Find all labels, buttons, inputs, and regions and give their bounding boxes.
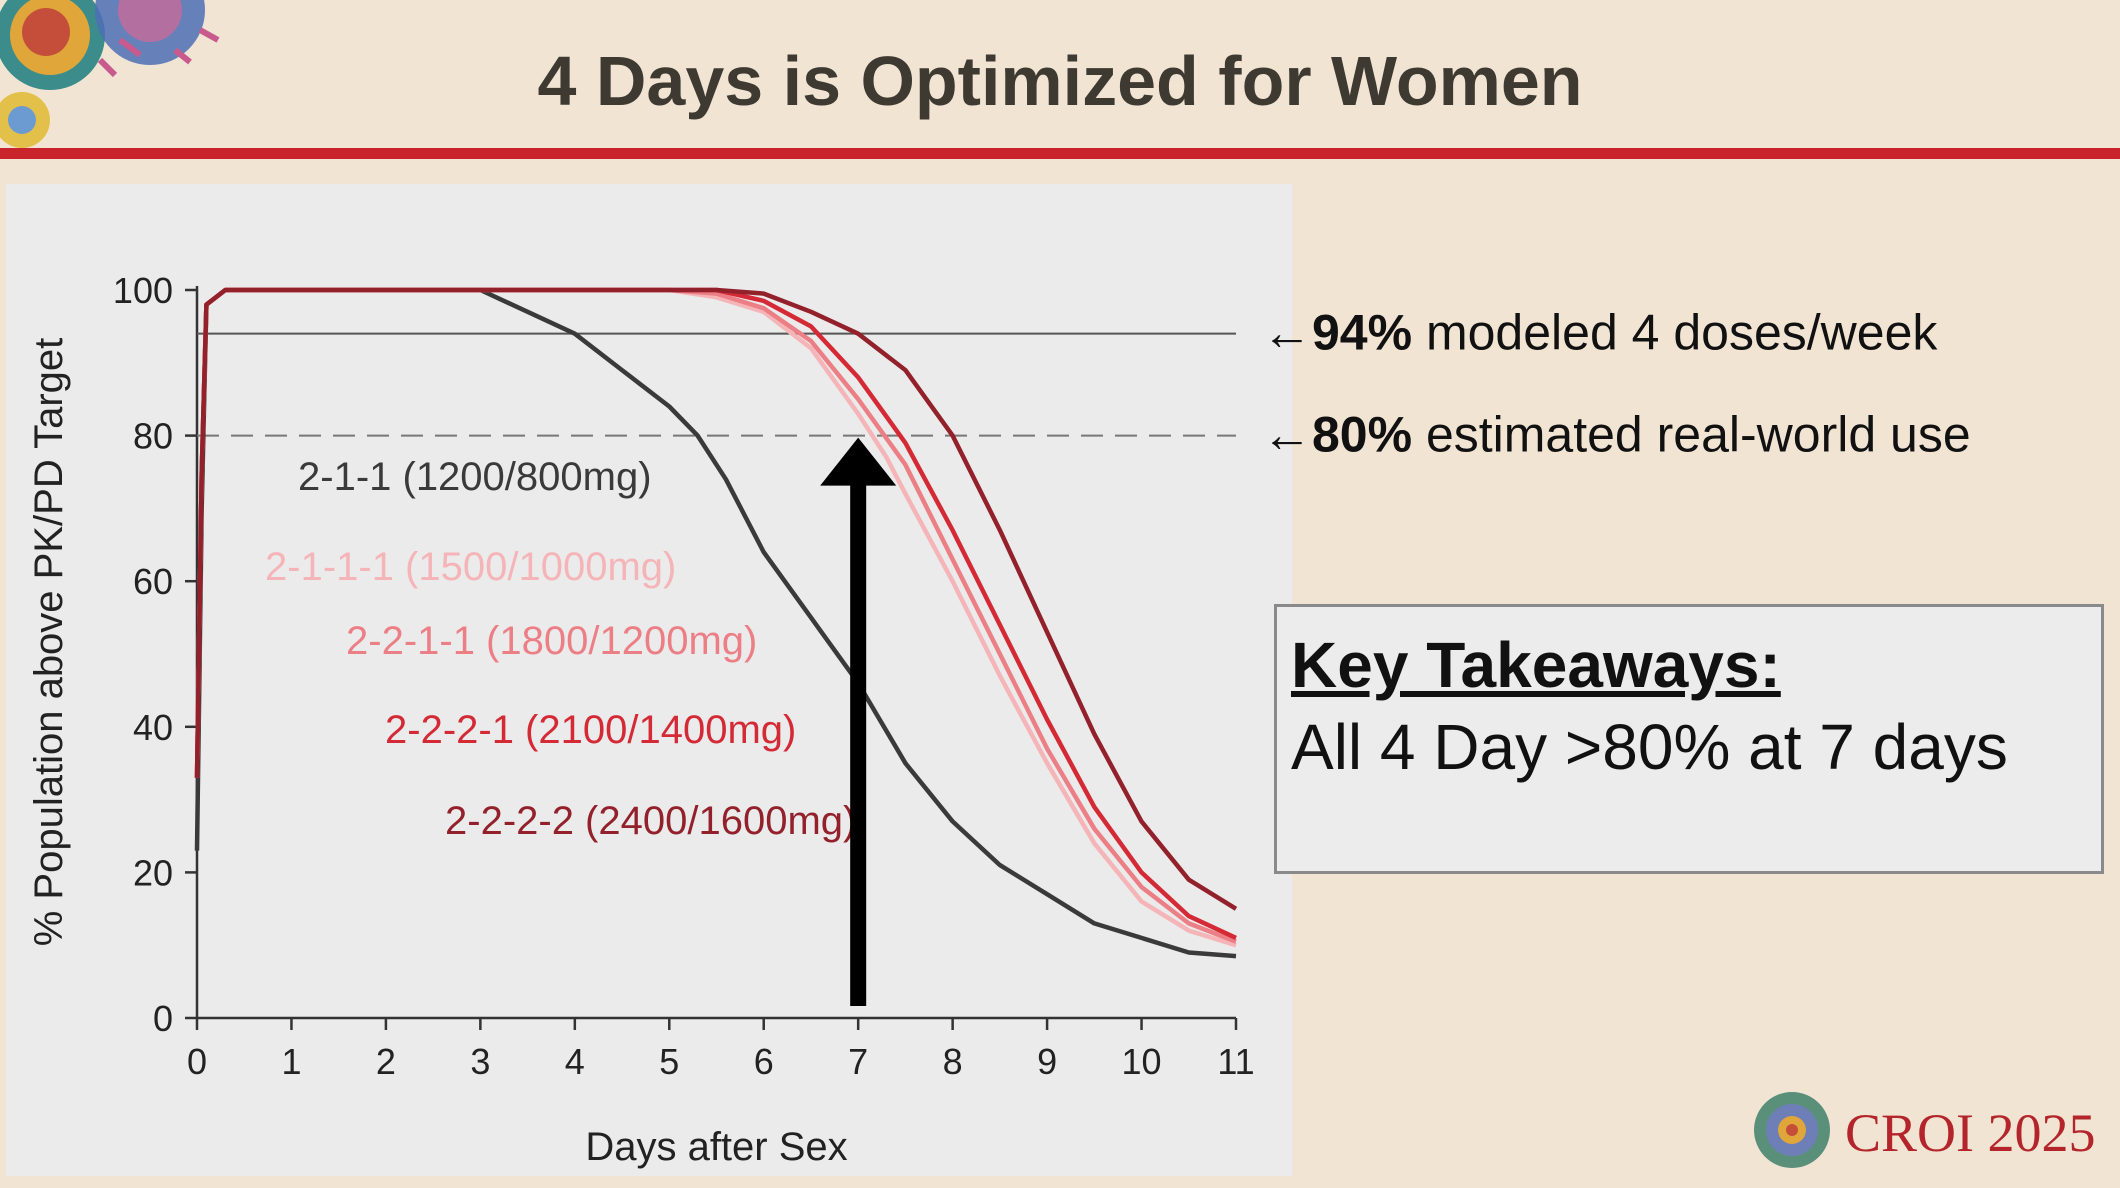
x-axis-label: Days after Sex: [585, 1125, 847, 1169]
y-tick-label: 100: [113, 270, 173, 311]
annotation-arrow: [820, 437, 897, 1007]
title-divider: [0, 148, 2120, 159]
x-tick-label: 5: [659, 1041, 679, 1082]
series-line-5: [194, 287, 1238, 911]
x-tick-label: 4: [565, 1041, 585, 1082]
chart-panel: [6, 184, 1292, 1176]
reference-labels: ←94% modeled 4 doses/week←80% estimated …: [1262, 305, 1971, 463]
series-label-5: 2-2-2-2 (2400/1600mg): [445, 799, 856, 843]
arrow-head-icon: [820, 437, 897, 486]
y-tick-label: 0: [153, 998, 173, 1039]
conference-name: CROI 2025: [1845, 1103, 2096, 1163]
x-tick-label: 9: [1037, 1041, 1057, 1082]
x-tick-label: 8: [943, 1041, 963, 1082]
reference-label: ←80% estimated real-world use: [1262, 407, 1971, 463]
x-tick-label: 3: [470, 1041, 490, 1082]
arrow-shaft: [850, 479, 867, 1007]
series-label-1: 2-1-1 (1200/800mg): [298, 455, 652, 499]
slide-title: 4 Days is Optimized for Women: [537, 42, 1583, 120]
key-takeaways-heading: Key Takeaways:: [1291, 629, 1781, 701]
y-tick-label: 80: [133, 416, 173, 457]
key-takeaways-box: Key Takeaways: All 4 Day >80% at 7 days: [1274, 604, 2104, 874]
reference-text: estimated real-world use: [1412, 407, 1971, 463]
reference-label: ←94% modeled 4 doses/week: [1262, 305, 1938, 361]
series-label-2: 2-1-1-1 (1500/1000mg): [265, 545, 676, 589]
y-axis-label: % Population above PK/PD Target: [27, 338, 71, 947]
reference-lines: [197, 332, 1236, 437]
series-label-4: 2-2-2-1 (2100/1400mg): [385, 708, 796, 752]
x-tick-label: 6: [754, 1041, 774, 1082]
x-tick-label: 2: [376, 1041, 396, 1082]
y-tick-label: 20: [133, 852, 173, 893]
virus-logo-icon: [0, 0, 220, 148]
series-label-3: 2-2-1-1 (1800/1200mg): [346, 619, 757, 663]
x-tick-label: 7: [848, 1041, 868, 1082]
key-takeaways-text: All 4 Day >80% at 7 days: [1291, 711, 2008, 783]
reference-value: 94%: [1312, 305, 1412, 361]
series-labels: 2-1-1 (1200/800mg) 2-1-1-1 (1500/1000mg) 2…: [265, 455, 856, 843]
reference-arrow-icon: ←: [1262, 407, 1312, 463]
x-tick-label: 0: [187, 1041, 207, 1082]
y-tick-label: 40: [133, 707, 173, 748]
reference-value: 80%: [1312, 407, 1412, 463]
chart-axes: 0 20 40 60 80 100 0 1 2 3 4 5 6 7 8 9 10 11 Days after Sex…: [27, 270, 1255, 1169]
x-tick-label: 10: [1122, 1041, 1162, 1082]
y-tick-label: 60: [133, 561, 173, 602]
series-lines: [194, 287, 1238, 959]
x-tick-label: 11: [1217, 1041, 1254, 1082]
x-tick-label: 1: [281, 1041, 301, 1082]
series-line-2: [194, 287, 1237, 948]
reference-arrow-icon: ←: [1262, 305, 1312, 361]
croi-logo-icon: [1754, 1092, 1830, 1168]
reference-text: modeled 4 doses/week: [1412, 305, 1938, 361]
series-line-3: [194, 287, 1237, 944]
